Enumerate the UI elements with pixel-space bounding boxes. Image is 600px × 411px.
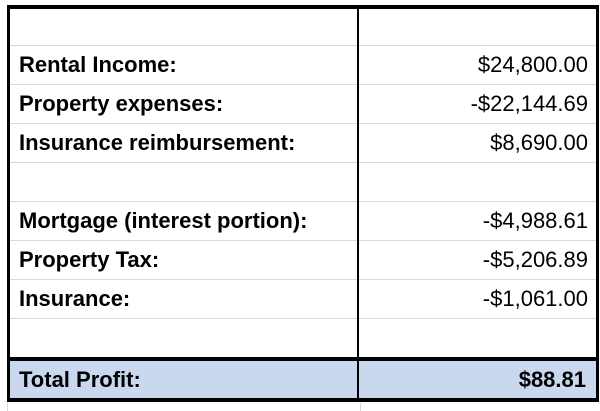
cell-value-blank-2[interactable] — [357, 162, 598, 202]
cell-label-blank-3[interactable] — [8, 318, 359, 360]
cell-value-blank-1[interactable] — [357, 7, 598, 46]
table-row — [8, 7, 598, 46]
cell-value-property-tax[interactable]: -$5,206.89 — [357, 240, 598, 280]
cell-label-mortgage-interest[interactable]: Mortgage (interest portion): — [8, 201, 359, 241]
cell-label-property-tax[interactable]: Property Tax: — [8, 240, 359, 280]
table-row: Insurance reimbursement: $8,690.00 — [8, 123, 598, 163]
profit-table: Rental Income: $24,800.00 Property expen… — [7, 5, 599, 402]
cell-value-total-profit[interactable]: $88.81 — [357, 357, 598, 402]
cell-value-mortgage-interest[interactable]: -$4,988.61 — [357, 201, 598, 241]
cell-label-rental-income[interactable]: Rental Income: — [8, 45, 359, 85]
cell-value-property-expenses[interactable]: -$22,144.69 — [357, 84, 598, 124]
cell-label-insurance[interactable]: Insurance: — [8, 279, 359, 319]
column-divider — [360, 403, 361, 411]
cell-value-insurance-reimbursement[interactable]: $8,690.00 — [357, 123, 598, 163]
cell-label-property-expenses[interactable]: Property expenses: — [8, 84, 359, 124]
table-row — [8, 318, 598, 360]
table-row: Insurance: -$1,061.00 — [8, 279, 598, 319]
empty-row-below — [7, 403, 596, 411]
cell-label-blank-2[interactable] — [8, 162, 359, 202]
cell-label-blank-1[interactable] — [8, 7, 359, 46]
table-row: Mortgage (interest portion): -$4,988.61 — [8, 201, 598, 241]
cell-value-rental-income[interactable]: $24,800.00 — [357, 45, 598, 85]
cell-label-total-profit[interactable]: Total Profit: — [8, 357, 359, 402]
cell-label-insurance-reimbursement[interactable]: Insurance reimbursement: — [8, 123, 359, 163]
table-row: Property expenses: -$22,144.69 — [8, 84, 598, 124]
cell-value-insurance[interactable]: -$1,061.00 — [357, 279, 598, 319]
total-row: Total Profit: $88.81 — [8, 357, 598, 402]
table-row: Rental Income: $24,800.00 — [8, 45, 598, 85]
table-row — [8, 162, 598, 202]
cell-value-blank-3[interactable] — [357, 318, 598, 360]
table-row: Property Tax: -$5,206.89 — [8, 240, 598, 280]
